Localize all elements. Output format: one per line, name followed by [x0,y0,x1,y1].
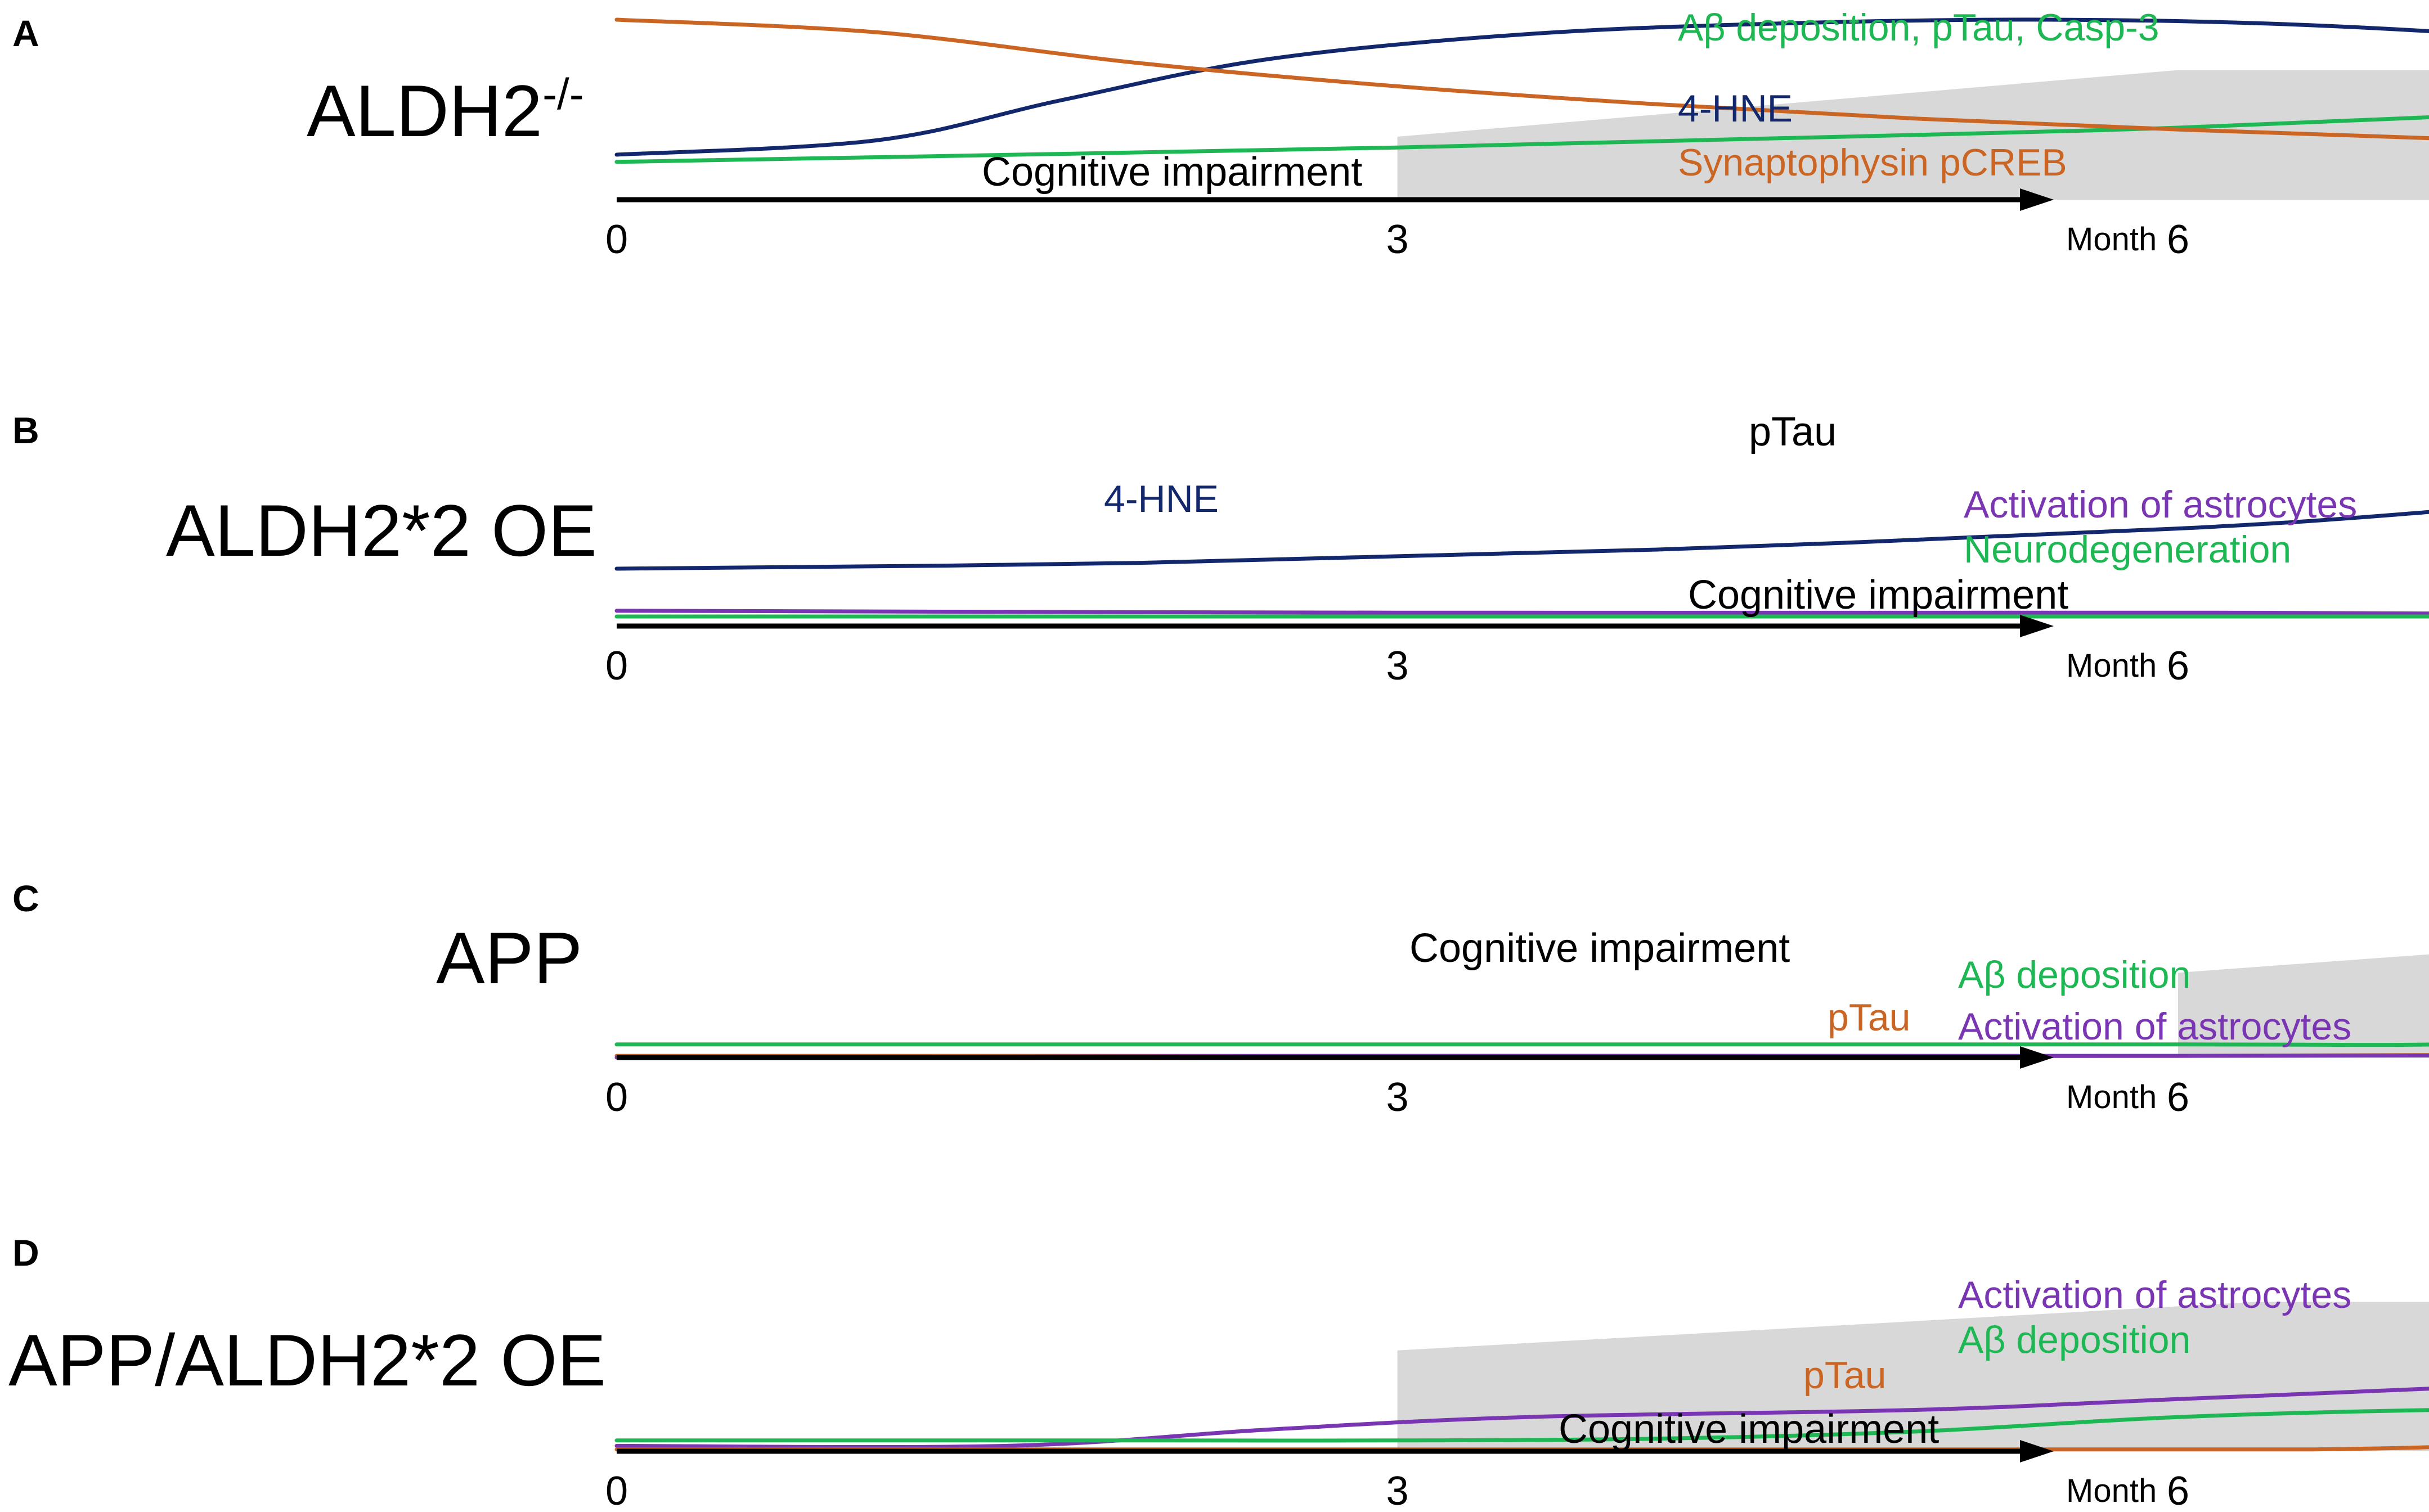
panel-c-series-line-a-deposition [614,1042,2429,1047]
panel-a: 036912Month A ALDH2-/- Cognitive impairm… [12,6,2429,262]
panel-c-tick-label-0: 0 [605,1075,628,1120]
panel-b-series-label-astrocytes: Activation of astrocytes [1964,483,2357,526]
panel-a-series-label-4hne: 4-HNE [1678,87,1793,130]
panel-a-series-line-4-hne [614,17,2429,157]
panel-c-regions [2178,954,2429,1058]
panel-b-letter: B [12,410,39,451]
panel-c-region-label-cognitive: Cognitive impairment [1409,926,1790,971]
panel-a-series-line-a-deposition-ptau-casp-3 [614,115,2429,164]
panel-a-tick-label-0: 0 [605,217,628,262]
panel-d-series-label-ptau: pTau [1803,1354,1886,1397]
panel-b-series-line-4-hne [614,510,2429,571]
panel-d-x-axis-arrow [2020,1440,2054,1462]
panel-b-series [614,510,2429,619]
panel-a-axis: 036912Month [605,188,2189,262]
panel-b-region-label-cognitive: Cognitive impairment [1688,573,2068,618]
panel-d-region-label-cognitive: Cognitive impairment [1559,1407,1939,1452]
panel-b-x-axis-arrow [2020,615,2054,637]
panel-b-series-line-neurodegeneration [614,614,2429,619]
panel-c: 03691215Month C APP Cognitive impairment… [12,878,2429,1120]
panel-a-group-label: ALDH2-/- [307,69,584,152]
panel-b-tick-label-0: 0 [605,644,628,688]
panel-a-tick-label-3: 3 [1386,217,1408,262]
panel-d-x-axis-label: Month [2066,1473,2157,1509]
panel-a-tick-label-6: 6 [2167,217,2189,262]
panel-b-tick-label-3: 3 [1386,644,1408,688]
panel-d-letter: D [12,1232,39,1274]
panel-d-series-label-abeta: Aβ deposition [1958,1318,2190,1361]
panel-d-series-line-a-deposition [614,1408,2429,1443]
panel-c-series-label-astrocytes: Activation of astrocytes [1958,1005,2351,1048]
panel-c-series-label-abeta: Aβ deposition [1958,953,2190,996]
panel-b-series-label-neurodegeneration: Neurodegeneration [1964,528,2291,571]
panel-a-series [614,17,2429,164]
panel-a-letter: A [12,12,39,54]
panel-d: 03691215Month D APP/ALDH2*2 OE Cognitive… [8,1232,2429,1512]
panel-b-series-line-activation-of-astrocytes [614,609,2429,616]
panel-d-tick-label-3: 3 [1386,1469,1408,1512]
panel-a-group-name: ALDH2 [307,70,542,152]
panel-c-letter: C [12,878,39,919]
panel-c-axis: 03691215Month [605,1046,2189,1120]
panel-d-tick-label-6: 6 [2167,1469,2189,1512]
panel-a-series-label-synaptophysin-pcreb: Synaptophysin pCREB [1678,141,2067,184]
panel-d-series-label-astrocytes: Activation of astrocytes [1958,1274,2351,1316]
panel-a-x-axis-arrow [2020,188,2054,211]
panel-c-x-axis-label: Month [2066,1079,2157,1115]
panel-d-tick-label-0: 0 [605,1469,628,1512]
panel-c-tick-label-3: 3 [1386,1075,1408,1120]
panel-c-x-axis-arrow [2020,1046,2054,1069]
panel-a-x-axis-label: Month [2066,221,2157,258]
panel-d-axis: 03691215Month [605,1440,2189,1512]
panel-c-group-label: APP [436,917,582,999]
panel-a-series-line-synaptophysin-pcreb [614,17,2429,141]
panel-a-region-label-cognitive: Cognitive impairment [982,150,1362,195]
panel-b-group-label: ALDH2*2 OE [166,489,597,572]
panel-d-series-line-activation-of-astrocytes [614,1387,2429,1450]
panel-b-series-label-4hne: 4-HNE [1104,478,1219,520]
panel-b-axis: 03691215Month [605,615,2189,688]
panel-c-series-label-ptau: pTau [1828,996,1910,1039]
panel-b-tick-label-6: 6 [2167,644,2189,688]
panel-a-group-superscript: -/- [542,69,584,119]
panel-c-region-cognitive-impairment [2178,954,2429,1058]
panel-b-x-axis-label: Month [2066,647,2157,684]
panel-b: 03691215Month B ALDH2*2 OE Cognitive imp… [12,410,2429,688]
panel-c-tick-label-6: 6 [2167,1075,2189,1120]
panel-d-group-label: APP/ALDH2*2 OE [8,1319,606,1401]
panel-b-region-label-ptau: pTau [1749,410,1837,454]
panel-a-series-label-abeta-ptau-casp3: Aβ deposition, pTau, Casp-3 [1678,6,2159,49]
